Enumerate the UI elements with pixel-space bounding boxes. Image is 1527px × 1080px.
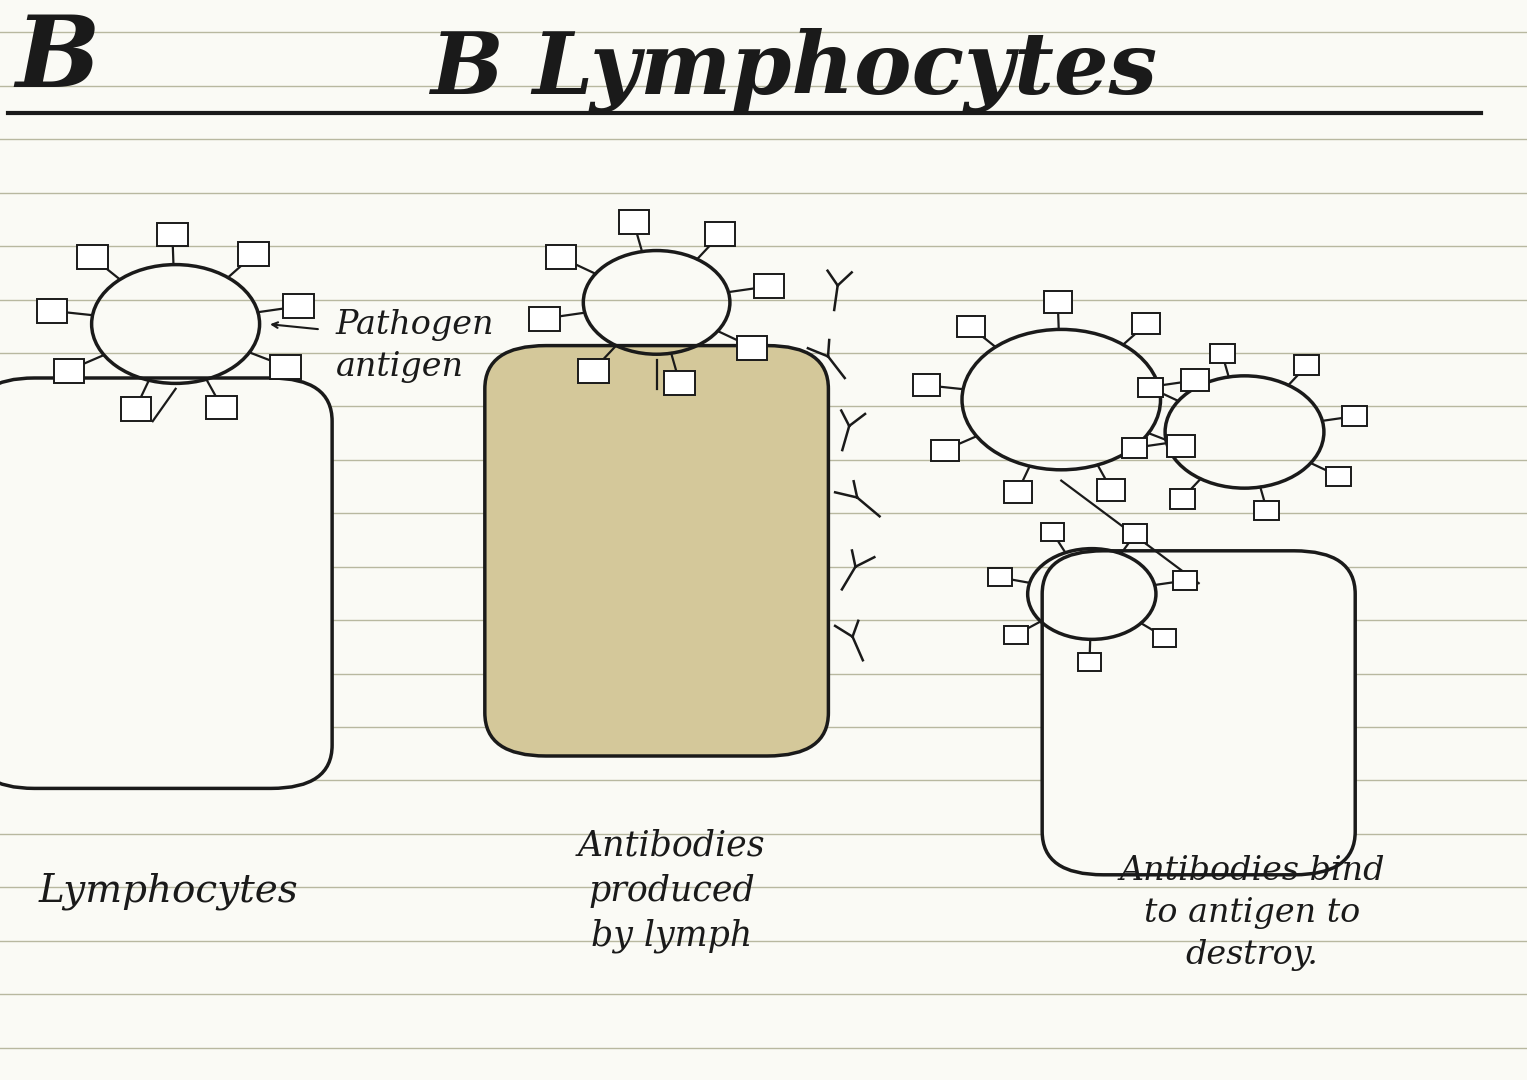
FancyBboxPatch shape	[486, 346, 828, 756]
FancyBboxPatch shape	[618, 211, 649, 234]
FancyBboxPatch shape	[53, 359, 84, 382]
FancyBboxPatch shape	[957, 315, 985, 337]
FancyBboxPatch shape	[1167, 435, 1196, 457]
Text: Lymphocytes: Lymphocytes	[38, 873, 298, 909]
FancyBboxPatch shape	[1005, 482, 1032, 503]
FancyBboxPatch shape	[1005, 626, 1028, 645]
FancyBboxPatch shape	[121, 397, 151, 421]
Text: Antibodies
produced
by lymph: Antibodies produced by lymph	[579, 829, 765, 953]
FancyBboxPatch shape	[1044, 292, 1072, 313]
FancyBboxPatch shape	[738, 336, 768, 360]
FancyBboxPatch shape	[1325, 467, 1351, 486]
FancyBboxPatch shape	[1254, 501, 1280, 521]
FancyBboxPatch shape	[238, 242, 269, 266]
FancyBboxPatch shape	[282, 295, 313, 319]
FancyBboxPatch shape	[913, 375, 941, 396]
FancyBboxPatch shape	[931, 440, 959, 461]
FancyBboxPatch shape	[1170, 489, 1196, 509]
FancyBboxPatch shape	[0, 378, 333, 788]
FancyBboxPatch shape	[528, 307, 559, 330]
FancyBboxPatch shape	[1138, 378, 1164, 397]
FancyBboxPatch shape	[1122, 438, 1147, 458]
Text: Antibodies bind
to antigen to
destroy.: Antibodies bind to antigen to destroy.	[1119, 854, 1385, 971]
Text: Pathogen
antigen: Pathogen antigen	[336, 309, 495, 382]
FancyBboxPatch shape	[157, 222, 188, 246]
Text: B: B	[15, 11, 99, 108]
FancyBboxPatch shape	[1041, 523, 1064, 541]
FancyBboxPatch shape	[1342, 406, 1367, 426]
FancyBboxPatch shape	[704, 222, 734, 246]
FancyBboxPatch shape	[270, 355, 301, 379]
FancyBboxPatch shape	[545, 245, 576, 269]
FancyBboxPatch shape	[1041, 551, 1356, 875]
FancyBboxPatch shape	[1133, 312, 1161, 334]
FancyBboxPatch shape	[1078, 652, 1101, 671]
FancyBboxPatch shape	[1293, 355, 1319, 375]
FancyBboxPatch shape	[579, 359, 609, 382]
FancyBboxPatch shape	[1098, 480, 1125, 501]
FancyBboxPatch shape	[1153, 629, 1176, 647]
Text: B Lymphocytes: B Lymphocytes	[431, 28, 1157, 112]
FancyBboxPatch shape	[988, 568, 1011, 586]
FancyBboxPatch shape	[1209, 343, 1235, 363]
FancyBboxPatch shape	[206, 395, 237, 419]
FancyBboxPatch shape	[37, 299, 67, 323]
FancyBboxPatch shape	[1180, 369, 1209, 391]
FancyBboxPatch shape	[78, 245, 108, 269]
FancyBboxPatch shape	[664, 370, 695, 394]
FancyBboxPatch shape	[1124, 524, 1147, 542]
FancyBboxPatch shape	[754, 274, 785, 298]
FancyBboxPatch shape	[1173, 571, 1197, 590]
